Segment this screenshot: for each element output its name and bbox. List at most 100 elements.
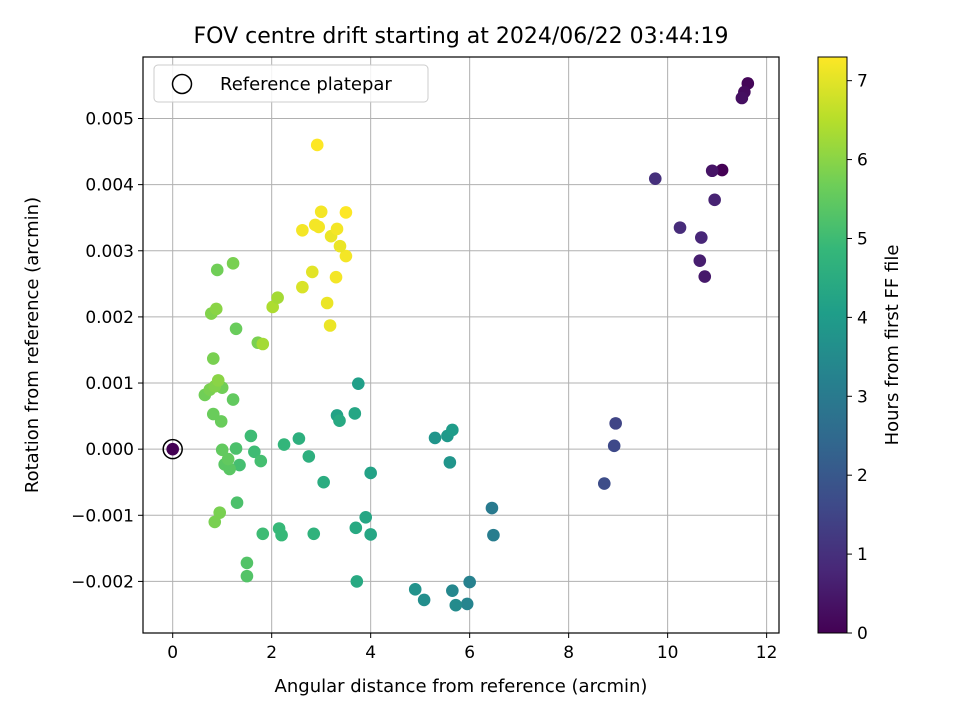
plot-frame (142, 56, 780, 634)
scatter-point (417, 593, 431, 607)
scatter-point (351, 377, 365, 390)
scatter-point (256, 527, 270, 541)
scatter-point (708, 193, 721, 207)
y-tick-label: −0.002 (71, 572, 134, 592)
colorbar-tick-label: 7 (857, 72, 868, 92)
scatter-point (443, 456, 457, 469)
x-tick-label: 8 (563, 643, 574, 663)
scatter-point (310, 138, 324, 152)
y-tick-label: 0.000 (85, 440, 134, 460)
legend: Reference platepar (153, 64, 429, 103)
y-tick-label: 0.004 (85, 176, 134, 196)
scatter-point (208, 515, 222, 529)
scatter-point (735, 91, 749, 105)
x-tick-label: 2 (266, 643, 277, 663)
scatter-point (446, 423, 459, 437)
y-tick-label: 0.001 (85, 374, 134, 394)
scatter-point (485, 501, 499, 515)
scatter-point (307, 527, 321, 541)
scatter-point (248, 445, 261, 459)
scatter-point (693, 254, 707, 267)
scatter-point (320, 296, 334, 310)
scatter-point (215, 443, 229, 457)
colorbar-tick-label: 2 (857, 466, 868, 486)
colorbar-tick-label: 4 (857, 308, 868, 328)
data-points (162, 77, 755, 612)
scatter-point (312, 220, 326, 234)
scatter-point (317, 475, 330, 489)
colorbar-tick-label: 0 (857, 624, 868, 644)
colorbar-label: Hours from first FF file (882, 245, 903, 446)
reference-point-fill (166, 442, 179, 456)
scatter-point (339, 206, 353, 219)
x-tick-label: 6 (464, 643, 475, 663)
colorbar-tick-label: 1 (857, 545, 868, 565)
scatter-point (214, 415, 228, 428)
scatter-point (213, 506, 227, 519)
x-tick-label: 12 (756, 643, 778, 663)
scatter-point (233, 458, 246, 472)
grid-lines (143, 57, 779, 633)
scatter-point (229, 322, 243, 336)
y-tick-label: 0.005 (85, 110, 134, 130)
y-axis-label: Rotation from reference (arcmin) (22, 197, 43, 493)
scatter-point (463, 575, 476, 589)
scatter-point (715, 163, 729, 177)
scatter-point (349, 521, 363, 535)
scatter-point (277, 438, 291, 451)
scatter-point (698, 270, 712, 283)
scatter-point (296, 280, 309, 294)
scatter-point (330, 222, 344, 236)
scatter-point (694, 231, 708, 244)
scatter-point (266, 300, 279, 314)
scatter-point (275, 528, 288, 542)
scatter-point (607, 439, 621, 453)
scatter-point (609, 417, 622, 430)
scatter-point (256, 337, 270, 351)
x-axis-ticks: 0 2 4 6 8 10 12 (167, 633, 777, 663)
scatter-point (648, 172, 662, 185)
scatter-point (244, 429, 258, 443)
scatter-point (302, 450, 316, 463)
scatter-point (449, 598, 463, 612)
y-axis-ticks: −0.002 −0.001 0.000 0.001 0.002 0.003 0.004 0.0… (71, 110, 143, 592)
scatter-point (329, 270, 343, 284)
scatter-point (254, 454, 268, 468)
scatter-point (597, 477, 611, 490)
scatter-point (446, 584, 459, 597)
scatter-point (359, 510, 373, 524)
scatter-point (206, 407, 220, 421)
x-tick-label: 0 (167, 643, 178, 663)
scatter-point (333, 239, 347, 253)
scatter-point (408, 583, 422, 596)
scatter-point (364, 466, 377, 480)
y-tick-label: 0.002 (85, 308, 134, 328)
scatter-point (240, 569, 254, 583)
x-axis-label: Angular distance from reference (arcmin) (275, 676, 648, 697)
y-tick-label: 0.003 (85, 242, 134, 262)
scatter-point (296, 223, 309, 237)
scatter-point (230, 496, 244, 510)
scatter-point (229, 442, 243, 455)
scatter-point (240, 556, 254, 570)
scatter-point (364, 528, 377, 541)
scatter-point (333, 414, 346, 428)
scatter-point (673, 221, 687, 234)
scatter-point (292, 432, 306, 445)
scatter-point (323, 319, 337, 332)
x-tick-label: 4 (365, 643, 376, 663)
scatter-point (348, 407, 362, 420)
reference-platepar-marker (162, 438, 183, 460)
y-tick-label: −0.001 (71, 506, 134, 526)
scatter-point (209, 302, 223, 316)
scatter-point (339, 249, 353, 263)
scatter-point (350, 575, 364, 588)
scatter-point (460, 597, 474, 611)
scatter-point (487, 528, 500, 542)
colorbar-tick-label: 6 (857, 151, 868, 171)
legend-marker (171, 73, 193, 95)
colorbar-ticks: 0 1 2 3 4 5 6 7 (847, 72, 868, 644)
colorbar-gradient (817, 56, 848, 634)
colorbar-tick-label: 5 (857, 229, 868, 249)
